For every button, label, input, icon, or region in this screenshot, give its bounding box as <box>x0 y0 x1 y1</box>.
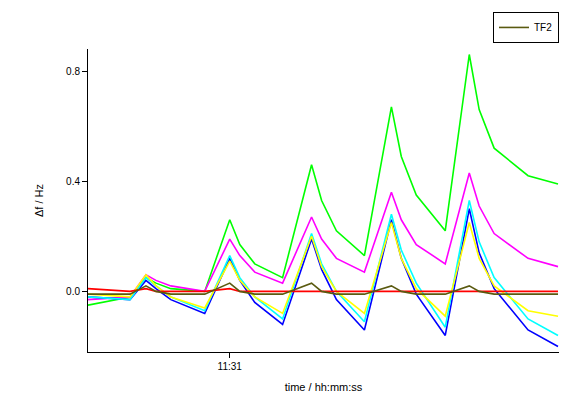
svg-text:time / hh:mm:ss: time / hh:mm:ss <box>285 381 363 393</box>
svg-text:11:31: 11:31 <box>218 361 243 372</box>
svg-text:0.4: 0.4 <box>66 176 80 187</box>
svg-text:0.0: 0.0 <box>66 286 80 297</box>
svg-text:TF2: TF2 <box>534 22 552 33</box>
svg-text:Δf / Hz: Δf / Hz <box>33 184 45 217</box>
svg-text:0.8: 0.8 <box>66 66 80 77</box>
